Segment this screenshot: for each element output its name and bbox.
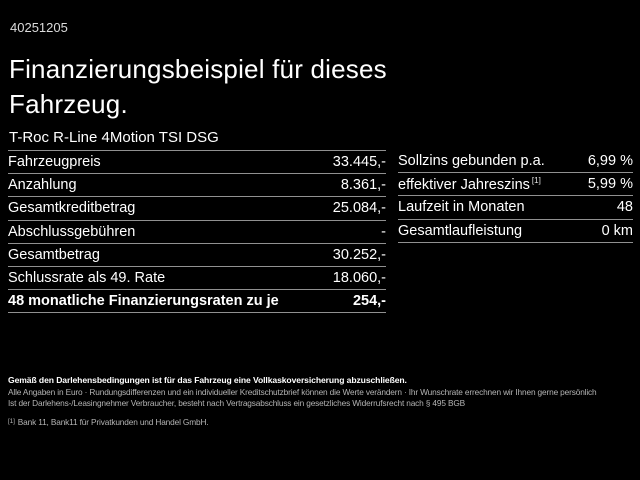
row-label: Gesamtkreditbetrag xyxy=(8,200,136,217)
finance-table-right: Sollzins gebunden p.a. 6,99 % effektiver… xyxy=(398,150,633,243)
row-label-text: effektiver Jahreszins xyxy=(398,176,530,193)
row-label: effektiver Jahreszins [1] xyxy=(398,176,541,193)
row-label: Schlussrate als 49. Rate xyxy=(8,270,166,287)
row-value: - xyxy=(381,223,386,240)
row-value: 5,99 % xyxy=(587,176,633,193)
legal-line-angaben: Alle Angaben in Euro · Rundungsdifferenz… xyxy=(8,386,597,397)
finance-row-gesamtbetrag: Gesamtbetrag 30.252,- xyxy=(8,244,386,267)
footnote-marker: [1] xyxy=(531,175,541,185)
row-label: Gesamtbetrag xyxy=(8,246,100,263)
legal-line-widerruf: Ist der Darlehens-/Leasingnehmer Verbrau… xyxy=(8,398,466,408)
row-label: Abschlussgebühren xyxy=(8,223,136,240)
finance-row-monatsrate: 48 monatliche Finanzierungsraten zu je 2… xyxy=(8,290,386,314)
row-value: 0 km xyxy=(601,222,633,239)
finance-row-effektiver-jahreszins: effektiver Jahreszins [1] 5,99 % xyxy=(398,173,633,197)
finance-row-anzahlung: Anzahlung 8.361,- xyxy=(8,174,386,198)
row-label: Sollzins gebunden p.a. xyxy=(398,153,545,170)
page-title: Finanzierungsbeispiel für dieses Fahrzeu… xyxy=(9,54,387,119)
row-value: 6,99 % xyxy=(587,153,633,170)
vehicle-id: 40251205 xyxy=(10,20,68,35)
row-value: 254,- xyxy=(352,293,386,310)
finance-row-laufzeit: Laufzeit in Monaten 48 xyxy=(398,196,633,220)
row-value: 18.060,- xyxy=(332,270,386,287)
legal-footnotes: Gemäß den Darlehensbedingungen ist für d… xyxy=(8,375,640,428)
row-value: 30.252,- xyxy=(332,246,386,263)
footnote-bank: [1] Bank 11, Bank11 für Privatkunden und … xyxy=(8,416,640,429)
finance-row-schlussrate: Schlussrate als 49. Rate 18.060,- xyxy=(8,267,386,291)
vehicle-model-subtitle: T-Roc R-Line 4Motion TSI DSG xyxy=(9,129,219,146)
row-label: Fahrzeugpreis xyxy=(8,154,101,171)
row-label: Anzahlung xyxy=(8,177,77,194)
row-label: Laufzeit in Monaten xyxy=(398,199,525,216)
row-label: 48 monatliche Finanzierungsraten zu je xyxy=(8,293,279,310)
row-value: 33.445,- xyxy=(332,154,386,171)
footnote-text: Bank 11, Bank11 für Privatkunden und Han… xyxy=(17,416,209,427)
finance-table-left: Fahrzeugpreis 33.445,- Anzahlung 8.361,-… xyxy=(8,150,386,314)
finance-row-sollzins: Sollzins gebunden p.a. 6,99 % xyxy=(398,150,633,174)
finance-row-gesamtlaufleistung: Gesamtlaufleistung 0 km xyxy=(398,220,633,243)
finance-row-fahrzeugpreis: Fahrzeugpreis 33.445,- xyxy=(8,151,386,175)
finance-row-abschlussgebuehren: Abschlussgebühren - xyxy=(8,221,386,244)
legal-line-vollkasko: Gemäß den Darlehensbedingungen ist für d… xyxy=(8,375,407,385)
row-value: 48 xyxy=(616,199,633,216)
finance-row-gesamtkreditbetrag: Gesamtkreditbetrag 25.084,- xyxy=(8,197,386,221)
footnote-marker: [1] xyxy=(8,417,15,425)
row-value: 25.084,- xyxy=(332,200,386,217)
row-value: 8.361,- xyxy=(340,177,386,194)
row-label: Gesamtlaufleistung xyxy=(398,222,523,239)
